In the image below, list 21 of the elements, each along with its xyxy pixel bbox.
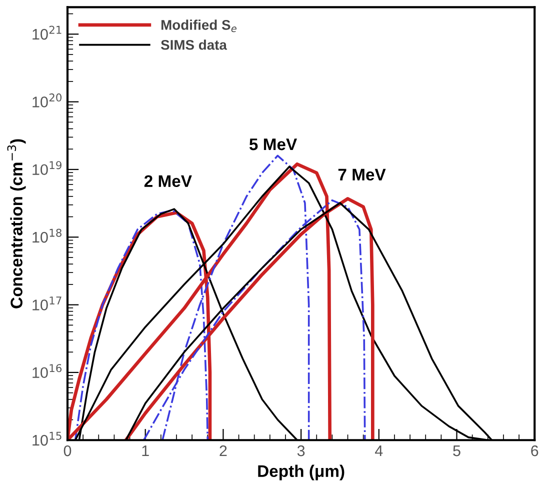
y-tick-label: 10$^{21}$ [32, 26, 62, 40]
y-tick-label: 10$^{20}$ [32, 93, 62, 108]
x-tick-label: 2 [220, 445, 227, 456]
y-tick-label: 10$^{17}$ [32, 296, 62, 310]
x-tick-label: 1 [142, 446, 149, 456]
x-tick-label: 0 [64, 445, 72, 456]
annotation: 7 MeV [338, 168, 386, 181]
x-tick-label: 6 [531, 445, 538, 456]
legend-label: SIMS data [160, 40, 228, 50]
x-tick-label: 5 [453, 446, 460, 456]
y-axis-title: Concentration (cm$^{−3}$) [7, 139, 26, 308]
y-tick-label: 10$^{16}$ [32, 364, 62, 378]
x-axis-title: Depth (μm) [258, 464, 344, 480]
annotation: 5 MeV [249, 138, 297, 150]
y-tick-label: 10$^{15}$ [32, 432, 62, 446]
y-tick-label: 10$^{19}$ [32, 161, 62, 176]
annotation: 2 MeV [144, 175, 192, 188]
y-tick-label: 10$^{18}$ [32, 228, 62, 243]
x-tick-label: 3 [297, 445, 305, 456]
x-tick-label: 4 [375, 446, 383, 456]
legend-label: Modified S$_{e}$ [161, 20, 236, 32]
